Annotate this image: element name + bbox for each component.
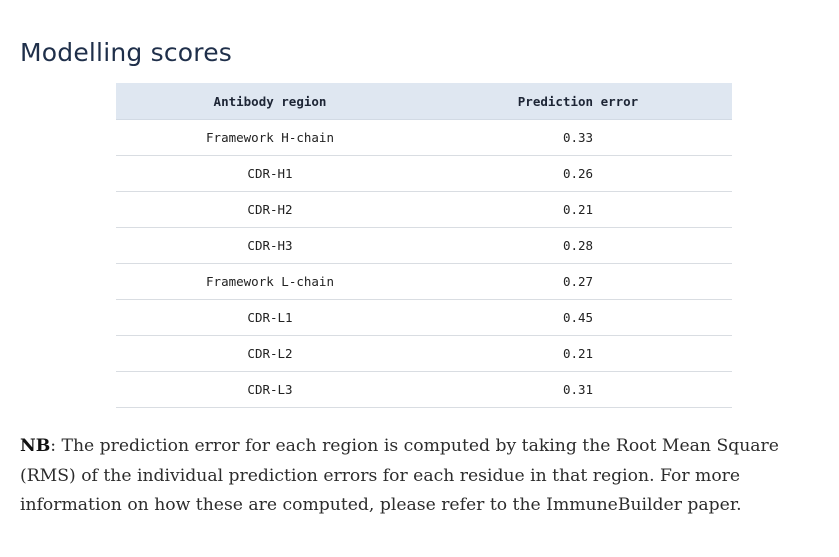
footnote: NB: The prediction error for each region… xyxy=(20,432,825,521)
table-row: CDR-L2 0.21 xyxy=(116,335,732,372)
region-cell: Framework L-chain xyxy=(116,263,424,300)
error-cell: 0.28 xyxy=(424,227,732,264)
region-cell: CDR-L3 xyxy=(116,371,424,408)
region-cell: CDR-L1 xyxy=(116,299,424,336)
error-cell: 0.33 xyxy=(424,119,732,156)
region-cell: CDR-H2 xyxy=(116,191,424,228)
error-cell: 0.21 xyxy=(424,191,732,228)
error-cell: 0.26 xyxy=(424,155,732,192)
error-cell: 0.45 xyxy=(424,299,732,336)
table-header-row: Antibody region Prediction error xyxy=(116,83,732,120)
table-row: CDR-H2 0.21 xyxy=(116,191,732,228)
table-row: CDR-H1 0.26 xyxy=(116,155,732,192)
footnote-label: NB xyxy=(20,436,51,456)
table-row: Framework L-chain 0.27 xyxy=(116,263,732,300)
table-row: CDR-L3 0.31 xyxy=(116,371,732,408)
region-cell: CDR-L2 xyxy=(116,335,424,372)
column-header-antibody-region: Antibody region xyxy=(116,83,424,120)
table-row: CDR-L1 0.45 xyxy=(116,299,732,336)
modelling-scores-table: Antibody region Prediction error Framewo… xyxy=(116,83,732,408)
section-title: Modelling scores xyxy=(20,38,233,67)
column-header-prediction-error: Prediction error xyxy=(424,83,732,120)
error-cell: 0.21 xyxy=(424,335,732,372)
region-cell: Framework H-chain xyxy=(116,119,424,156)
region-cell: CDR-H3 xyxy=(116,227,424,264)
error-cell: 0.27 xyxy=(424,263,732,300)
table-row: Framework H-chain 0.33 xyxy=(116,119,732,156)
region-cell: CDR-H1 xyxy=(116,155,424,192)
footnote-text: : The prediction error for each region i… xyxy=(20,436,779,515)
error-cell: 0.31 xyxy=(424,371,732,408)
table-row: CDR-H3 0.28 xyxy=(116,227,732,264)
